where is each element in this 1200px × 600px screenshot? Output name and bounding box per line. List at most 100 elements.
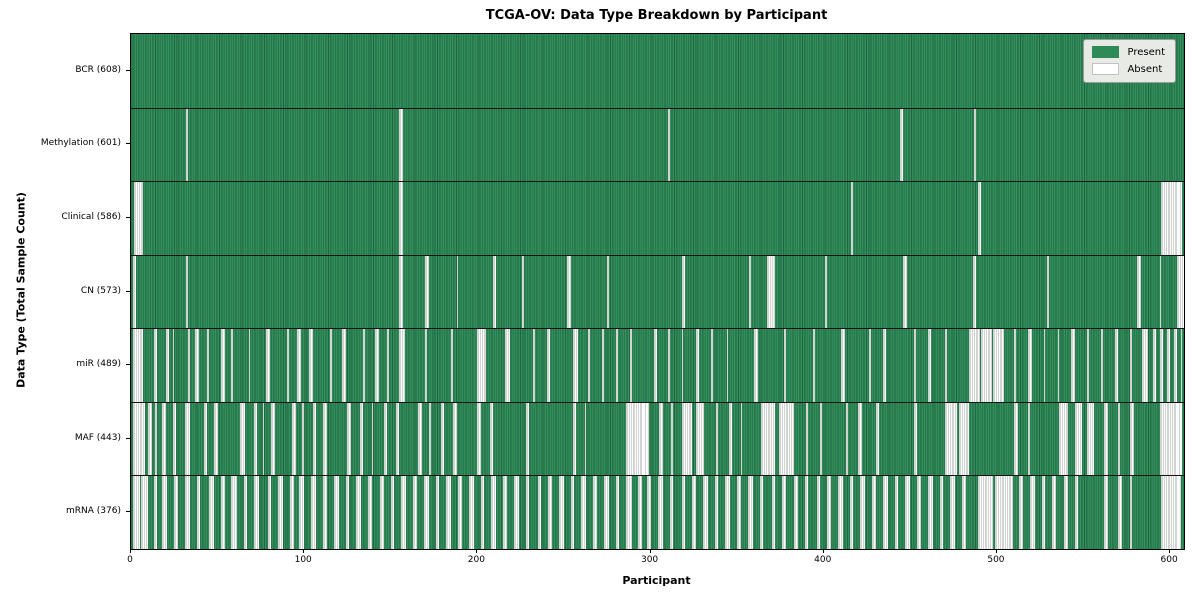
absent-stripe (359, 402, 364, 476)
y-tick-mark (126, 437, 130, 439)
absent-stripe (681, 476, 686, 549)
absent-stripe (428, 402, 431, 476)
absent-stripe (347, 402, 351, 476)
absent-stripe (615, 476, 620, 549)
absent-stripe (588, 329, 590, 402)
absent-stripe (626, 402, 649, 476)
x-tick-label: 0 (127, 555, 133, 565)
x-axis-label: Participant (622, 574, 691, 587)
absent-stripe (1118, 476, 1122, 549)
absent-stripe (477, 402, 481, 476)
absent-stripe (657, 476, 663, 549)
absent-stripe (1118, 402, 1120, 476)
absent-stripe (390, 476, 395, 549)
x-tick-label: 100 (294, 555, 312, 565)
absent-stripe (969, 329, 980, 402)
absent-stripe (253, 476, 260, 549)
absent-stripe (626, 476, 632, 549)
absent-stripe (1087, 402, 1094, 476)
absent-stripe (399, 255, 403, 329)
x-tick-mark (649, 549, 651, 553)
absent-stripe (290, 476, 294, 549)
absent-stripe (292, 402, 296, 476)
absent-stripe (995, 476, 1013, 549)
y-tick-label: BCR (608) (75, 64, 121, 75)
absent-stripe (546, 329, 551, 402)
absent-stripe (939, 476, 944, 549)
absent-stripe (572, 402, 577, 476)
absent-stripe (944, 329, 947, 402)
x-tick-mark (822, 549, 824, 553)
x-tick-mark (1169, 549, 1171, 553)
absent-stripe (584, 402, 587, 476)
absent-stripe (728, 402, 732, 476)
absent-stripe (132, 476, 140, 549)
absent-stripe (740, 402, 743, 476)
absent-stripe (783, 329, 786, 402)
absent-stripe (1059, 402, 1068, 476)
absent-stripe (155, 402, 157, 476)
absent-stripe (342, 329, 346, 402)
absent-stripe (262, 402, 265, 476)
y-tick-label: MAF (443) (74, 432, 121, 443)
y-tick-mark (126, 511, 130, 513)
absent-stripe (1166, 329, 1171, 402)
absent-stripe (681, 402, 693, 476)
y-tick-mark (126, 216, 130, 218)
absent-stripe (141, 476, 149, 549)
absent-stripe (858, 402, 862, 476)
absent-stripe (153, 476, 157, 549)
absent-stripe (759, 476, 764, 549)
absent-stripe (203, 402, 208, 476)
absent-stripe (1043, 329, 1046, 402)
absent-stripe (248, 329, 251, 402)
x-tick-mark (995, 549, 997, 553)
absent-stripe (593, 476, 597, 549)
absent-stripe (253, 402, 258, 476)
absent-stripe (162, 476, 168, 549)
absent-stripe (726, 329, 729, 402)
absent-stripe (184, 402, 190, 476)
absent-stripe (1114, 329, 1119, 402)
absent-stripe (395, 402, 400, 476)
absent-stripe (363, 329, 365, 402)
absent-stripe (1159, 329, 1164, 402)
absent-stripe (913, 329, 916, 402)
absent-stripe (875, 402, 880, 476)
absent-stripe (505, 329, 511, 402)
absent-stripe (872, 476, 876, 549)
legend-item-absent: Absent (1092, 63, 1165, 75)
absent-stripe (172, 402, 177, 476)
absent-stripe (451, 329, 454, 402)
y-tick-mark (126, 364, 130, 366)
absent-stripe (162, 402, 166, 476)
absent-stripe (1028, 402, 1030, 476)
absent-stripe (1057, 329, 1060, 402)
absent-stripe (132, 402, 145, 476)
absent-stripe (725, 476, 731, 549)
absent-stripe (345, 476, 350, 549)
absent-stripe (186, 108, 189, 182)
absent-stripe (794, 476, 798, 549)
absent-stripe (905, 476, 911, 549)
absent-stripe (681, 329, 684, 402)
absent-stripe (629, 329, 632, 402)
absent-stripe (297, 329, 301, 402)
legend: Present Absent (1083, 39, 1176, 83)
absent-stripe (671, 402, 674, 476)
absent-stripe (513, 476, 519, 549)
absent-stripe (286, 329, 289, 402)
absent-stripe (899, 108, 904, 182)
absent-stripe (761, 402, 776, 476)
absent-stripe (1152, 329, 1157, 402)
absent-stripe (1104, 402, 1108, 476)
absent-stripe (418, 402, 422, 476)
absent-stripe (572, 329, 578, 402)
row-band (131, 328, 1184, 402)
absent-stripe (882, 329, 887, 402)
absent-stripe (977, 476, 994, 549)
absent-stripe (944, 402, 958, 476)
absent-stripe (993, 329, 1004, 402)
row-band (131, 475, 1184, 549)
